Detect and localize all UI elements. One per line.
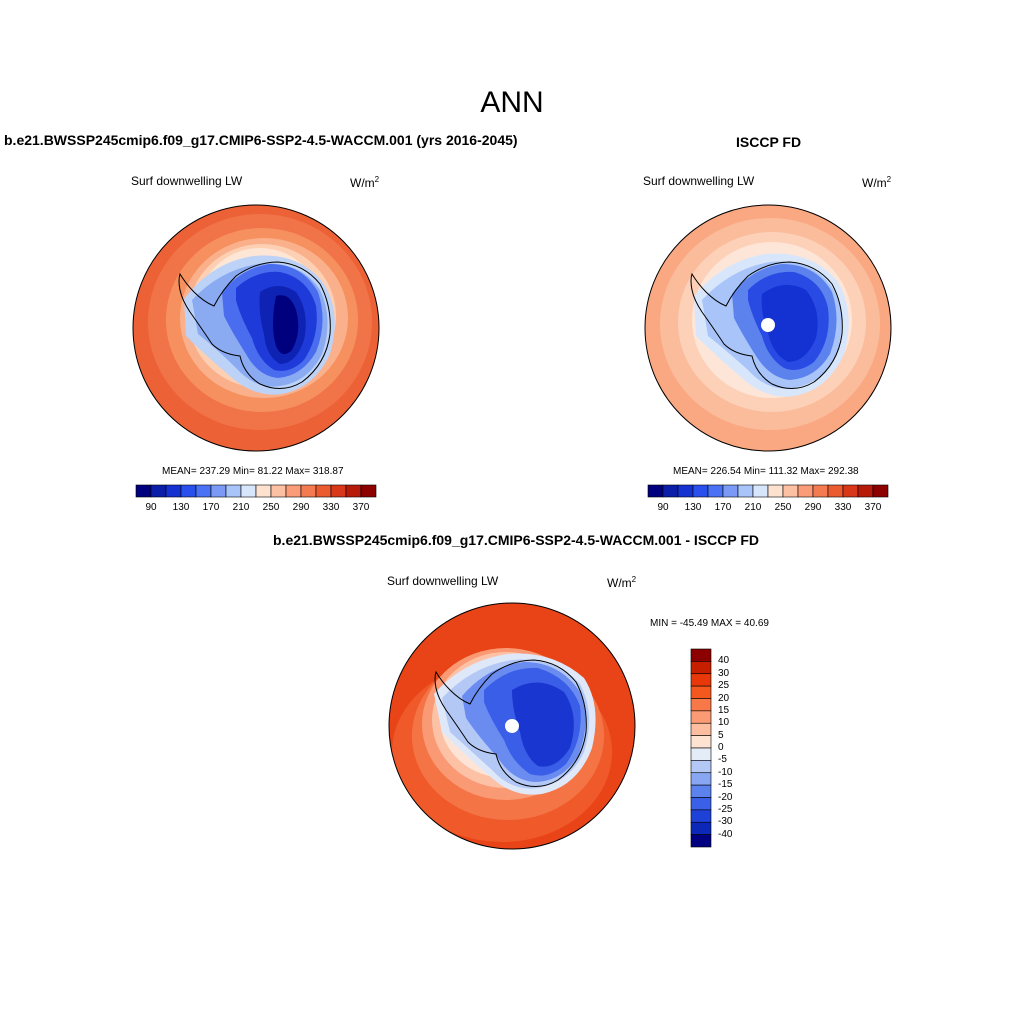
colorbar-swatch xyxy=(827,484,844,498)
colorbar-tick-label: -5 xyxy=(718,754,727,766)
colorbar-swatch xyxy=(690,685,712,699)
panel2-units: W/m2 xyxy=(862,175,892,190)
colorbar-swatch xyxy=(782,484,799,498)
colorbar-swatch xyxy=(345,484,362,498)
panel3-variable: Surf downwelling LW xyxy=(387,574,499,588)
colorbar-tick-label: 170 xyxy=(714,502,732,513)
colorbar-swatch xyxy=(210,484,227,498)
colorbar-tick-label: 210 xyxy=(744,502,762,513)
panel2-stats: MEAN= 226.54 Min= 111.32 Max= 292.38 xyxy=(673,466,859,477)
colorbar-swatch xyxy=(195,484,212,498)
colorbar-swatch xyxy=(647,484,664,498)
colorbar-tick-label: 10 xyxy=(718,717,730,729)
colorbar-swatch xyxy=(240,484,257,498)
colorbar-swatch xyxy=(690,809,712,823)
colorbar-swatch xyxy=(677,484,694,498)
colorbar-tick-label: 15 xyxy=(718,704,730,716)
colorbar-swatch xyxy=(690,735,712,749)
colorbar-swatch xyxy=(857,484,874,498)
colorbar-swatch xyxy=(767,484,784,498)
colorbar-tick-label: -25 xyxy=(718,803,733,815)
colorbar-swatch xyxy=(330,484,347,498)
colorbar-tick-label: 25 xyxy=(718,680,730,692)
colorbar-swatch xyxy=(315,484,332,498)
panel3-colorbar xyxy=(690,648,712,848)
colorbar-swatch xyxy=(707,484,724,498)
colorbar-tick-label: 330 xyxy=(834,502,852,513)
colorbar-swatch xyxy=(690,784,712,798)
colorbar-swatch xyxy=(225,484,242,498)
colorbar-swatch xyxy=(872,484,889,498)
colorbar-swatch xyxy=(690,797,712,811)
colorbar-swatch xyxy=(690,698,712,712)
colorbar-tick-label: -15 xyxy=(718,779,733,791)
colorbar-tick-label: 90 xyxy=(145,502,157,513)
colorbar-tick-label: 90 xyxy=(657,502,669,513)
colorbar-swatch xyxy=(150,484,167,498)
colorbar-swatch xyxy=(690,710,712,724)
panel1-units: W/m2 xyxy=(350,175,380,190)
colorbar-tick-label: 5 xyxy=(718,729,724,741)
panel2-polar-map xyxy=(644,204,892,452)
panel3-polar-map xyxy=(388,602,636,850)
colorbar-swatch xyxy=(690,772,712,786)
colorbar-tick-label: -10 xyxy=(718,766,733,778)
colorbar-swatch xyxy=(690,747,712,761)
panel1-heading: b.e21.BWSSP245cmip6.f09_g17.CMIP6-SSP2-4… xyxy=(4,132,518,148)
panel1-polar-map xyxy=(132,204,380,452)
colorbar-tick-label: 20 xyxy=(718,692,730,704)
panel2-heading: ISCCP FD xyxy=(736,134,802,150)
panel3-stats: MIN = -45.49 MAX = 40.69 xyxy=(650,618,769,629)
colorbar-swatch xyxy=(797,484,814,498)
colorbar-tick-label: 30 xyxy=(718,667,730,679)
colorbar-swatch xyxy=(662,484,679,498)
colorbar-tick-label: 330 xyxy=(322,502,340,513)
colorbar-swatch xyxy=(255,484,272,498)
colorbar-swatch xyxy=(690,673,712,687)
colorbar-tick-label: 170 xyxy=(202,502,220,513)
colorbar-swatch xyxy=(737,484,754,498)
colorbar-swatch xyxy=(812,484,829,498)
panel2-variable: Surf downwelling LW xyxy=(643,174,755,188)
colorbar-swatch xyxy=(180,484,197,498)
panel3-heading: b.e21.BWSSP245cmip6.f09_g17.CMIP6-SSP2-4… xyxy=(273,532,760,548)
colorbar-tick-label: 250 xyxy=(774,502,792,513)
colorbar-swatch xyxy=(360,484,377,498)
colorbar-tick-label: 130 xyxy=(684,502,702,513)
colorbar-swatch xyxy=(165,484,182,498)
colorbar-tick-label: 130 xyxy=(172,502,190,513)
colorbar-swatch xyxy=(690,760,712,774)
colorbar-swatch xyxy=(690,661,712,675)
colorbar-swatch xyxy=(135,484,152,498)
colorbar-swatch xyxy=(722,484,739,498)
panel2-colorbar xyxy=(647,484,889,498)
colorbar-tick-label: -30 xyxy=(718,816,733,828)
colorbar-swatch xyxy=(690,834,712,848)
colorbar-swatch xyxy=(690,648,712,662)
colorbar-tick-label: 290 xyxy=(292,502,310,513)
colorbar-tick-label: 290 xyxy=(804,502,822,513)
colorbar-tick-label: -40 xyxy=(718,828,733,840)
colorbar-tick-label: 40 xyxy=(718,655,730,667)
colorbar-tick-label: 370 xyxy=(352,502,370,513)
colorbar-tick-label: -20 xyxy=(718,791,733,803)
colorbar-swatch xyxy=(842,484,859,498)
panel1-colorbar xyxy=(135,484,377,498)
panel1-variable: Surf downwelling LW xyxy=(131,174,243,188)
colorbar-swatch xyxy=(692,484,709,498)
colorbar-swatch xyxy=(285,484,302,498)
colorbar-swatch xyxy=(690,821,712,835)
colorbar-swatch xyxy=(270,484,287,498)
colorbar-tick-label: 210 xyxy=(232,502,250,513)
figure-title: ANN xyxy=(480,86,544,119)
panel1-stats: MEAN= 237.29 Min= 81.22 Max= 318.87 xyxy=(162,466,344,477)
colorbar-swatch xyxy=(690,722,712,736)
panel3-units: W/m2 xyxy=(607,575,637,590)
colorbar-swatch xyxy=(752,484,769,498)
colorbar-tick-label: 370 xyxy=(864,502,882,513)
colorbar-tick-label: 0 xyxy=(718,742,724,753)
colorbar-swatch xyxy=(300,484,317,498)
colorbar-tick-label: 250 xyxy=(262,502,280,513)
